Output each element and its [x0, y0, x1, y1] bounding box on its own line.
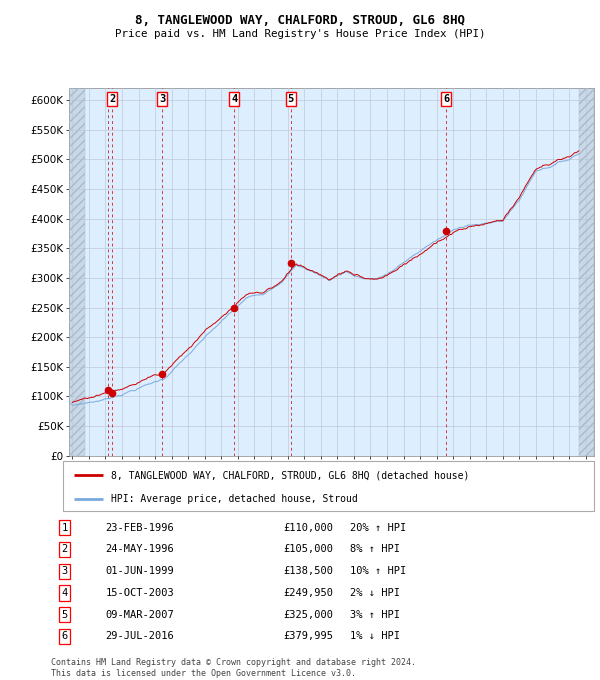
Text: 3% ↑ HPI: 3% ↑ HPI	[350, 610, 400, 619]
Text: 6: 6	[443, 94, 449, 104]
Bar	[579, 88, 594, 456]
Text: 20% ↑ HPI: 20% ↑ HPI	[350, 523, 406, 532]
Text: 6: 6	[61, 632, 68, 641]
Text: £249,950: £249,950	[283, 588, 334, 598]
Text: Price paid vs. HM Land Registry's House Price Index (HPI): Price paid vs. HM Land Registry's House …	[115, 29, 485, 39]
Text: HPI: Average price, detached house, Stroud: HPI: Average price, detached house, Stro…	[111, 494, 358, 504]
Text: 29-JUL-2016: 29-JUL-2016	[106, 632, 174, 641]
Bar	[69, 88, 85, 456]
Text: 2: 2	[109, 94, 115, 104]
Text: 1% ↓ HPI: 1% ↓ HPI	[350, 632, 400, 641]
Text: 23-FEB-1996: 23-FEB-1996	[106, 523, 174, 532]
FancyBboxPatch shape	[63, 461, 594, 511]
Text: 4: 4	[232, 94, 238, 104]
Text: 3: 3	[61, 566, 68, 576]
Text: 8, TANGLEWOOD WAY, CHALFORD, STROUD, GL6 8HQ (detached house): 8, TANGLEWOOD WAY, CHALFORD, STROUD, GL6…	[111, 470, 469, 480]
Text: £379,995: £379,995	[283, 632, 334, 641]
Text: 4: 4	[61, 588, 68, 598]
Text: 2: 2	[61, 545, 68, 554]
Text: 2% ↓ HPI: 2% ↓ HPI	[350, 588, 400, 598]
Text: This data is licensed under the Open Government Licence v3.0.: This data is licensed under the Open Gov…	[51, 669, 356, 678]
Text: £325,000: £325,000	[283, 610, 334, 619]
Text: 15-OCT-2003: 15-OCT-2003	[106, 588, 174, 598]
Text: £110,000: £110,000	[283, 523, 334, 532]
Text: 24-MAY-1996: 24-MAY-1996	[106, 545, 174, 554]
Text: Contains HM Land Registry data © Crown copyright and database right 2024.: Contains HM Land Registry data © Crown c…	[51, 658, 416, 667]
Text: 10% ↑ HPI: 10% ↑ HPI	[350, 566, 406, 576]
Text: 8, TANGLEWOOD WAY, CHALFORD, STROUD, GL6 8HQ: 8, TANGLEWOOD WAY, CHALFORD, STROUD, GL6…	[135, 14, 465, 27]
Text: £105,000: £105,000	[283, 545, 334, 554]
Text: £138,500: £138,500	[283, 566, 334, 576]
Text: 8% ↑ HPI: 8% ↑ HPI	[350, 545, 400, 554]
Bar	[579, 88, 594, 456]
Text: 1: 1	[61, 523, 68, 532]
Text: 09-MAR-2007: 09-MAR-2007	[106, 610, 174, 619]
Text: 3: 3	[159, 94, 165, 104]
Text: 01-JUN-1999: 01-JUN-1999	[106, 566, 174, 576]
Text: 5: 5	[61, 610, 68, 619]
Text: 5: 5	[287, 94, 294, 104]
Bar	[69, 88, 85, 456]
